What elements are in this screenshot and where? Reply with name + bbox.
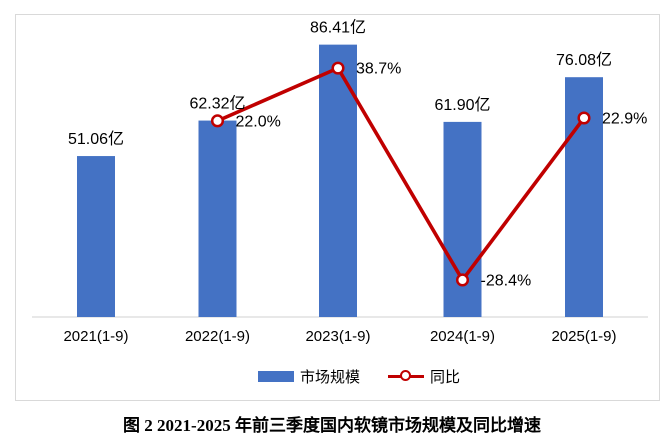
bar-value-label: 51.06亿 (68, 130, 124, 148)
legend-bar-swatch (258, 370, 294, 382)
legend-line-label: 同比 (430, 368, 461, 386)
line-marker-2025(1-9) (577, 111, 591, 125)
line-marker-2024(1-9) (455, 273, 470, 287)
line-marker-2022(1-9) (210, 114, 225, 128)
bar-2024(1-9) (443, 121, 482, 317)
bar-2021(1-9) (77, 156, 115, 317)
chart-legend: 市场规模 同比 (258, 366, 460, 386)
bar-value-label: 62.32亿 (189, 95, 245, 113)
line-marker-2023(1-9) (331, 61, 345, 75)
growth-line (215, 66, 586, 282)
bar-2022(1-9) (198, 120, 237, 318)
x-axis-label: 2023(1-9) (305, 328, 370, 345)
figure-caption: 图 2 2021-2025 年前三季度国内软镜市场规模及同比增速 (123, 416, 541, 435)
legend-bar-label: 市场规模 (300, 368, 361, 386)
bar-value-label: 61.90亿 (434, 96, 490, 114)
line-value-label: 38.7% (356, 61, 401, 78)
bar-value-label: 76.08亿 (556, 51, 612, 69)
combo-chart: 51.06亿 62.32亿 86.41亿 61.90亿 76.08亿 22.0% 38.7%… (32, 19, 648, 345)
legend-line-swatch (388, 369, 425, 383)
legend-line-marker-icon (400, 370, 412, 381)
line-value-label: -28.4% (481, 272, 532, 289)
bar-value-label: 86.41亿 (310, 19, 366, 37)
x-axis-label: 2025(1-9) (551, 328, 616, 345)
line-value-label: 22.0% (236, 113, 281, 130)
x-axis-label: 2024(1-9) (430, 328, 495, 345)
x-axis-label: 2022(1-9) (185, 328, 250, 345)
bar-2023(1-9) (319, 44, 357, 317)
x-axis-label: 2021(1-9) (63, 328, 128, 345)
line-value-label: 22.9% (602, 111, 647, 128)
